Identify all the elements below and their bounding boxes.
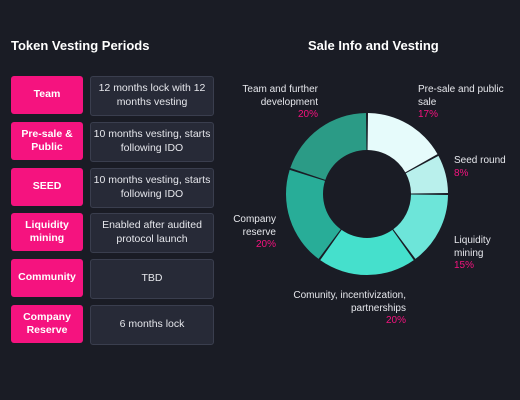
slice-label-team: Team and further development 20% [226,84,318,122]
slice-name: Team and further development [242,84,318,108]
vesting-description: 6 months lock [90,305,214,345]
vesting-label: SEED [11,168,83,206]
vesting-label: Community [11,259,83,297]
slice-name: Company reserve [233,214,276,238]
vesting-description: Enabled after audited protocol launch [90,213,214,253]
slice-name: Liquidity mining [454,235,491,259]
vesting-description: 12 months lock with 12 months vesting [90,76,214,116]
vesting-label: Liquidity mining [11,213,83,251]
donut-slice-0 [367,113,438,173]
slice-percent: 20% [297,109,318,120]
vesting-description: 10 months vesting, starts following IDO [90,122,214,162]
slice-percent: 20% [385,315,406,326]
slice-percent: 8% [454,167,469,179]
donut-slice-1 [405,155,448,194]
donut-slice-3 [320,229,414,275]
slice-label-liquidity: Liquidity mining 15% [454,235,510,273]
vesting-label: Pre-sale & Public [11,122,83,160]
donut-slice-2 [393,194,448,259]
slice-name: Pre-sale and public sale [418,84,504,108]
slice-label-presale: Pre-sale and public sale 17% [418,84,520,122]
donut-slice-4 [286,169,341,259]
slice-label-seed: Seed round 8% [454,155,514,180]
vesting-label: Company Reserve [11,305,83,343]
vesting-description: 10 months vesting, starts following IDO [90,168,214,208]
vesting-description: TBD [90,259,214,299]
slice-label-company-reserve: Company reserve 20% [226,214,276,252]
slice-percent: 17% [418,109,439,120]
vesting-title: Token Vesting Periods [11,38,150,53]
slice-label-community: Comunity, incentivization, partnerships … [276,290,406,328]
chart-title: Sale Info and Vesting [308,38,439,53]
slice-percent: 20% [255,239,276,250]
donut-slice-5 [290,113,367,180]
slice-percent: 15% [454,260,475,271]
slice-name: Seed round [454,155,506,166]
slice-name: Comunity, incentivization, partnerships [293,290,406,314]
vesting-label: Team [11,76,83,114]
